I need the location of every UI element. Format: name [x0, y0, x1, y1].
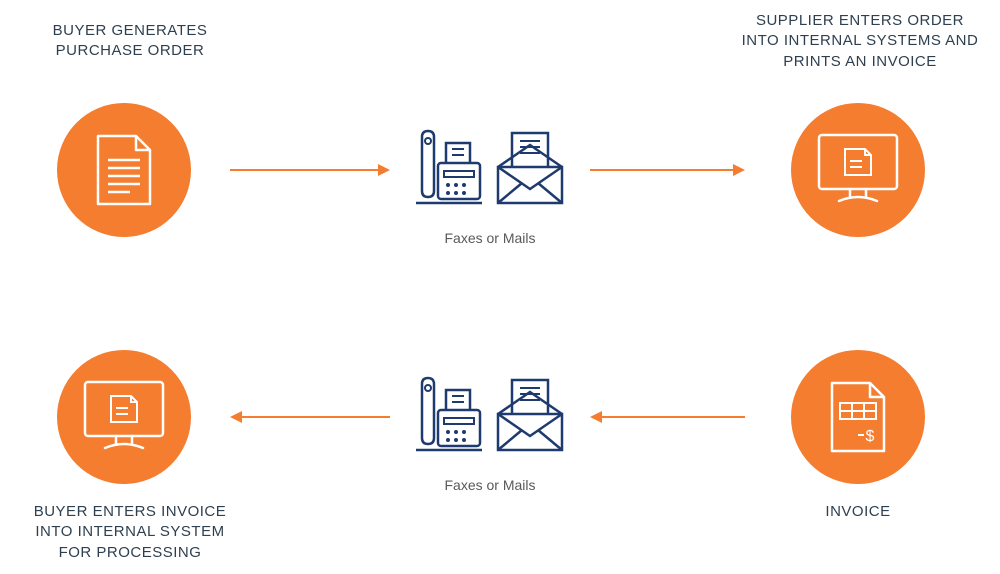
transit-2 — [410, 369, 570, 465]
label-transit-1: Faxes or Mails — [430, 230, 550, 246]
arrow-5 — [230, 407, 390, 427]
mail-icon — [492, 127, 568, 213]
node-buyer-inv — [57, 350, 191, 484]
label-transit-2: Faxes or Mails — [430, 477, 550, 493]
document-icon — [94, 132, 154, 208]
arrow-3 — [848, 258, 868, 332]
arrow-2 — [590, 160, 745, 180]
fax-icon — [412, 374, 484, 460]
monitor-icon — [815, 131, 901, 209]
label-buyer-inv: BUYER ENTERS INVOICEINTO INTERNAL SYSTEM… — [30, 502, 230, 563]
node-invoice: $ — [791, 350, 925, 484]
node-buyer-po — [57, 103, 191, 237]
label-supplier: SUPPLIER ENTERS ORDERINTO INTERNAL SYSTE… — [740, 11, 980, 72]
svg-text:$: $ — [866, 428, 875, 445]
transit-1 — [410, 122, 570, 218]
monitor-icon — [81, 378, 167, 456]
label-invoice: INVOICE — [798, 502, 918, 522]
arrow-4 — [590, 407, 745, 427]
invoice-icon: $ — [828, 379, 888, 455]
label-buyer-po: BUYER GENERATESPURCHASE ORDER — [40, 21, 220, 62]
node-supplier — [791, 103, 925, 237]
fax-icon — [412, 127, 484, 213]
mail-icon — [492, 374, 568, 460]
arrow-1 — [230, 160, 390, 180]
